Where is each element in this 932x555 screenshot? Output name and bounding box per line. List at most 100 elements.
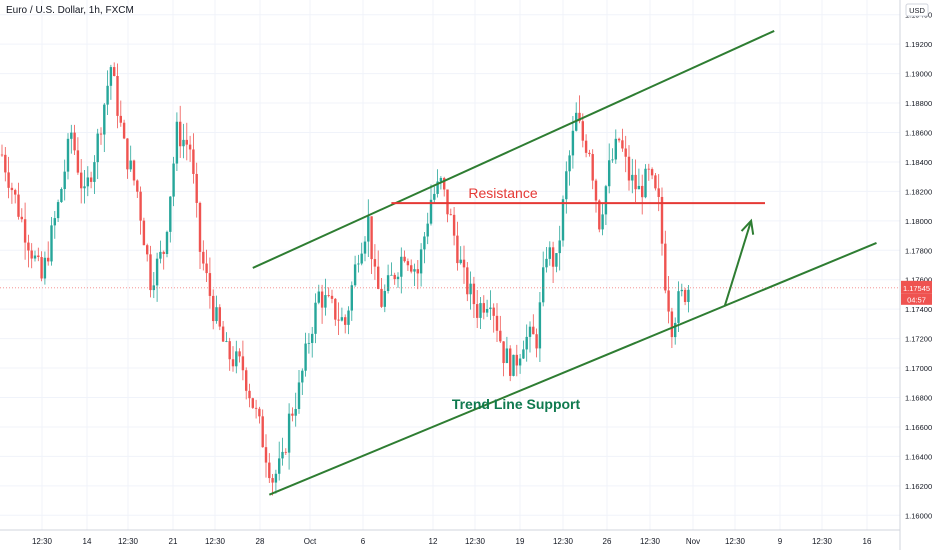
candle-body [386, 275, 390, 291]
candle-body [83, 186, 86, 189]
candle-body [20, 216, 23, 220]
candle-body [23, 219, 27, 243]
candle-body [231, 359, 235, 367]
y-tick-label: 1.17800 [905, 246, 932, 255]
candle-body [119, 115, 122, 123]
candle-body [627, 156, 631, 181]
candle-body [271, 478, 274, 483]
currency-label: USD [909, 6, 925, 15]
candle-body [205, 263, 208, 274]
candle-body [680, 289, 683, 292]
candle-body [581, 121, 584, 141]
candle-body [96, 133, 99, 163]
drawings[interactable]: Resistance Trend Line Support [252, 30, 877, 496]
candle-body [429, 199, 433, 224]
x-tick-label: 16 [863, 537, 872, 546]
x-tick-label: 12:30 [465, 537, 486, 546]
x-tick-label: Nov [686, 537, 700, 546]
candle-body [212, 295, 215, 322]
candle-body [502, 341, 505, 364]
candle-body [624, 148, 627, 157]
candle-body [515, 354, 518, 366]
candle-body [159, 251, 162, 259]
upper-channel-line[interactable] [252, 30, 775, 269]
candle-body [0, 154, 4, 156]
x-tick-label: 19 [516, 537, 525, 546]
candle-body [218, 307, 221, 327]
candle-body [99, 133, 103, 135]
grid-layer [0, 0, 900, 530]
candle-body [568, 155, 571, 172]
candle-body [551, 247, 555, 267]
x-tick-label: 12:30 [725, 537, 746, 546]
candle-body [383, 290, 386, 307]
y-tick-label: 1.18400 [905, 158, 932, 167]
candle-body [324, 295, 327, 308]
candle-body [472, 283, 476, 305]
candle-body [664, 243, 667, 291]
candle-body [641, 185, 644, 198]
candle-body [400, 256, 403, 277]
candle-body [350, 285, 353, 311]
candle-body [512, 354, 515, 376]
y-tick-label: 1.16600 [905, 423, 932, 432]
candle-body [452, 214, 456, 236]
candle-body [311, 333, 314, 343]
candle-body [73, 132, 76, 151]
candle-body [172, 163, 175, 197]
candle-body [604, 186, 608, 215]
candle-body [588, 152, 591, 155]
candle-body [654, 175, 657, 189]
y-tick-label: 1.18600 [905, 129, 932, 138]
projection-arrow-head [740, 218, 755, 235]
candle-body [47, 257, 50, 262]
candle-body [241, 356, 245, 371]
candle-body [291, 413, 294, 416]
candle-body [687, 289, 690, 302]
candle-body [169, 196, 172, 232]
candle-body [330, 295, 334, 299]
candle-body [436, 181, 439, 194]
candle-body [337, 319, 340, 321]
x-tick-label: 14 [83, 537, 92, 546]
candle-body [525, 336, 528, 350]
candle-body [482, 303, 485, 313]
candle-body [443, 177, 446, 190]
candle-body [248, 390, 251, 399]
candle-body [419, 249, 423, 274]
candle-body [287, 413, 291, 453]
current-price-label: 1.17545 [903, 284, 930, 293]
trend-support-label: Trend Line Support [452, 396, 581, 412]
projection-arrow-shaft[interactable] [723, 220, 753, 307]
candle-body [304, 343, 307, 371]
candle-body [317, 291, 320, 303]
candle-body [548, 247, 551, 259]
candle-body [136, 180, 139, 192]
lower-channel-support-line[interactable] [268, 241, 877, 496]
candle-body [274, 473, 278, 483]
candle-body [634, 174, 637, 190]
candle-body [390, 274, 393, 276]
y-tick-label: 1.17000 [905, 364, 932, 373]
candle-body [555, 253, 558, 267]
candle-body [360, 253, 363, 264]
candle-body [565, 171, 568, 200]
candle-body [377, 266, 380, 289]
candle-body [538, 302, 542, 349]
candle-body [175, 121, 179, 164]
resistance-label: Resistance [468, 185, 537, 201]
candle-body [238, 351, 241, 357]
candle-body [221, 326, 225, 342]
candle-body [518, 358, 522, 366]
candle-body [334, 298, 337, 320]
candle-body [202, 251, 205, 264]
candle-body [380, 288, 383, 307]
candle-body [162, 251, 165, 255]
candle-body [192, 149, 195, 174]
candle-body [165, 231, 169, 255]
candle-body [261, 416, 264, 448]
candle-body [37, 255, 40, 258]
candle-body [301, 370, 304, 383]
